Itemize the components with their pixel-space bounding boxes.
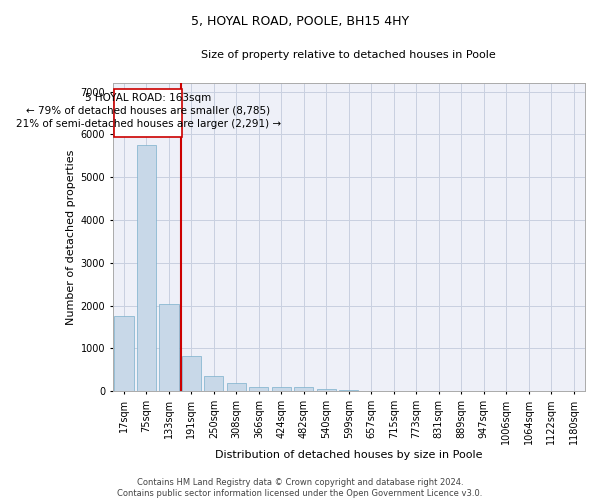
Text: 5, HOYAL ROAD, POOLE, BH15 4HY: 5, HOYAL ROAD, POOLE, BH15 4HY [191,15,409,28]
Bar [182,356,201,392]
Text: ← 79% of detached houses are smaller (8,785): ← 79% of detached houses are smaller (8,… [26,106,270,116]
FancyBboxPatch shape [114,90,182,136]
Text: 21% of semi-detached houses are larger (2,291) →: 21% of semi-detached houses are larger (… [16,118,281,128]
Y-axis label: Number of detached properties: Number of detached properties [66,150,76,325]
X-axis label: Distribution of detached houses by size in Poole: Distribution of detached houses by size … [215,450,482,460]
Text: Contains HM Land Registry data © Crown copyright and database right 2024.
Contai: Contains HM Land Registry data © Crown c… [118,478,482,498]
Bar [272,388,291,392]
Bar [137,145,156,392]
Bar [250,386,268,392]
Bar [317,388,336,392]
Bar [115,316,134,392]
Title: Size of property relative to detached houses in Poole: Size of property relative to detached ho… [202,50,496,60]
Bar [227,382,246,392]
Bar [340,390,358,392]
Bar [295,388,313,392]
Text: 5 HOYAL ROAD: 163sqm: 5 HOYAL ROAD: 163sqm [85,93,211,103]
Bar [160,304,179,392]
Bar [205,376,223,392]
